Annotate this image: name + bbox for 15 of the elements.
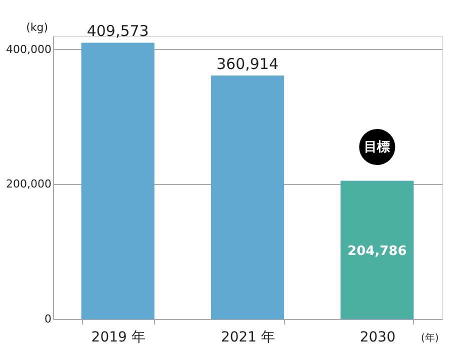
annotation: 目標 bbox=[364, 140, 390, 156]
x-tick-label: 2019 年 bbox=[91, 330, 146, 346]
data-label: 409,573 bbox=[86, 22, 149, 40]
bar bbox=[81, 42, 154, 320]
y-tick-label: 200,000 bbox=[6, 178, 52, 191]
data-label: 204,786 bbox=[348, 244, 407, 260]
x-tick-label: 2030 bbox=[360, 330, 396, 346]
y-axis-title: (kg) bbox=[26, 21, 48, 34]
bar bbox=[210, 76, 284, 320]
x-axis-title: (年) bbox=[421, 332, 439, 344]
x-tick-label: 2021 年 bbox=[220, 330, 276, 346]
y-tick-label: 0 bbox=[44, 312, 52, 326]
y-tick-label: 400,000 bbox=[6, 42, 52, 56]
bar bbox=[340, 180, 414, 320]
data-label: 360,914 bbox=[216, 54, 279, 73]
